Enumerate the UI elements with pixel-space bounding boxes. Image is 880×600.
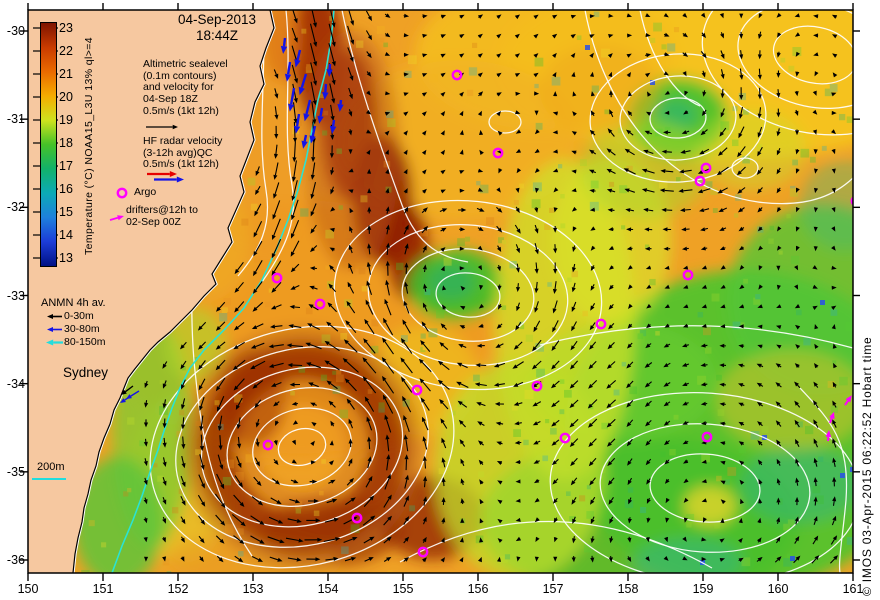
map-canvas [20,3,860,581]
figure-root: 04-Sep-2013 18:44Z Altimetric sealevel (… [6,3,874,596]
